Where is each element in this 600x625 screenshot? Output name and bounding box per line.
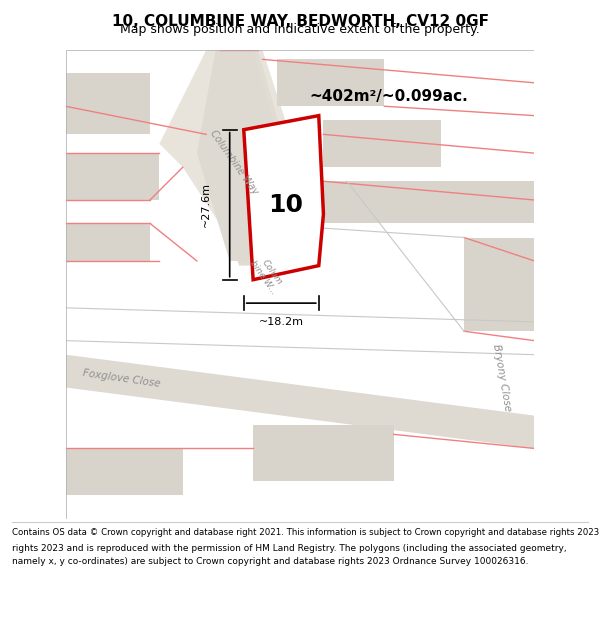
Polygon shape	[244, 116, 323, 280]
Text: ~27.6m: ~27.6m	[201, 182, 211, 227]
Polygon shape	[253, 425, 394, 481]
Text: Foxglove Close: Foxglove Close	[82, 368, 161, 389]
Polygon shape	[65, 355, 535, 449]
Polygon shape	[65, 73, 150, 134]
Polygon shape	[65, 449, 183, 495]
Text: 10: 10	[268, 192, 304, 217]
Text: ~18.2m: ~18.2m	[259, 317, 304, 328]
Polygon shape	[197, 50, 310, 261]
Polygon shape	[202, 50, 314, 266]
Polygon shape	[277, 59, 385, 106]
Polygon shape	[323, 181, 535, 223]
Polygon shape	[65, 223, 150, 261]
Polygon shape	[323, 120, 440, 167]
Polygon shape	[65, 153, 160, 200]
Polygon shape	[464, 238, 535, 331]
Text: 10, COLUMBINE WAY, BEDWORTH, CV12 0GF: 10, COLUMBINE WAY, BEDWORTH, CV12 0GF	[112, 14, 488, 29]
Text: Columbine Way: Columbine Way	[208, 128, 260, 197]
Text: ~402m²/~0.099ac.: ~402m²/~0.099ac.	[310, 89, 468, 104]
Text: Bryony Close: Bryony Close	[491, 344, 512, 412]
Text: Contains OS data © Crown copyright and database right 2021. This information is : Contains OS data © Crown copyright and d…	[12, 531, 574, 566]
Text: Contains OS data © Crown copyright and database right 2021. This information is : Contains OS data © Crown copyright and d…	[12, 528, 600, 537]
Polygon shape	[160, 50, 323, 261]
Text: Map shows position and indicative extent of the property.: Map shows position and indicative extent…	[120, 23, 480, 36]
Text: Colum
bine W...: Colum bine W...	[248, 253, 286, 297]
